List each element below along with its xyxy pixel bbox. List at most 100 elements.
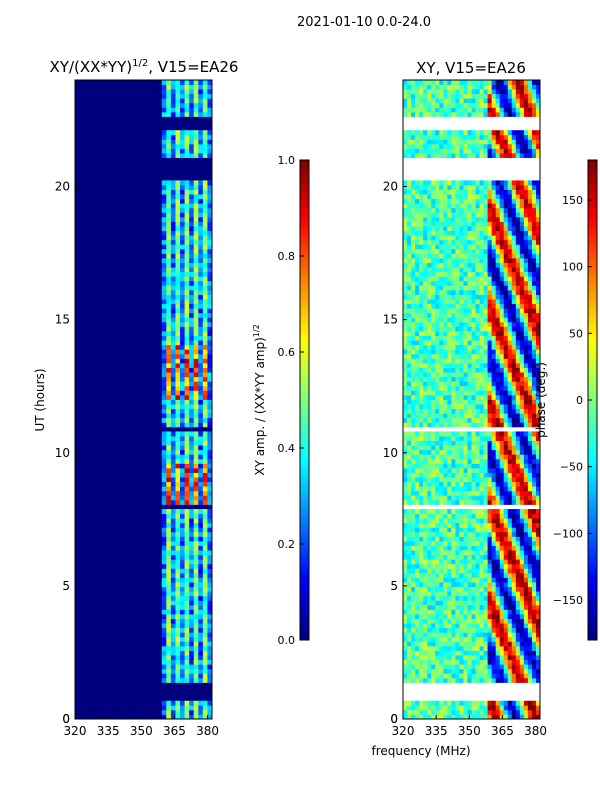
phase-cell [499, 431, 505, 437]
phase-cell [471, 381, 476, 387]
phase-cell [423, 335, 428, 341]
amplitude-cell [180, 714, 185, 720]
phase-cell [483, 331, 489, 336]
phase-cell [483, 554, 489, 560]
phase-cell [535, 285, 541, 291]
amplitude-colorbar-tick-label: 1.0 [278, 154, 296, 167]
phase-cell [503, 513, 509, 519]
phase-cell [487, 490, 493, 496]
phase-cell [515, 614, 521, 619]
phase-cell [419, 294, 424, 300]
amplitude-cell [166, 563, 172, 569]
phase-cell [407, 486, 412, 492]
phase-cell [519, 258, 525, 263]
amplitude-cell [198, 413, 204, 419]
phase-cell [515, 289, 521, 295]
phase-cell [515, 472, 521, 478]
phase-cell [471, 340, 476, 346]
phase-cell [447, 458, 452, 464]
amplitude-cell [193, 321, 199, 327]
phase-cell [527, 239, 533, 245]
phase-cell [495, 226, 501, 232]
phase-cell [483, 344, 489, 350]
phase-cell [495, 390, 501, 396]
amplitude-cell [180, 408, 185, 414]
amplitude-cell [184, 312, 190, 318]
phase-cell [431, 623, 436, 629]
phase-cell [527, 559, 533, 565]
amplitude-cell [166, 627, 172, 633]
phase-cell [403, 358, 408, 364]
phase-cell [415, 399, 420, 405]
amplitude-cell [198, 358, 204, 364]
amplitude-cell [189, 540, 195, 546]
phase-cell [519, 705, 525, 711]
phase-cell [459, 353, 464, 359]
phase-cell [471, 326, 476, 332]
phase-cell [523, 545, 529, 551]
amplitude-cell [198, 367, 204, 373]
phase-cell [427, 390, 432, 396]
phase-cell [403, 709, 408, 715]
phase-cell [403, 216, 408, 222]
amplitude-cell [202, 230, 208, 236]
phase-cell [491, 376, 497, 382]
phase-cell [411, 294, 416, 300]
phase-cell [531, 267, 537, 273]
phase-cell [511, 673, 517, 679]
phase-cell [427, 235, 432, 241]
phase-cell [447, 294, 452, 300]
phase-cell [519, 367, 525, 373]
phase-cell [431, 709, 436, 715]
amplitude-cell [198, 189, 204, 195]
phase-cell [519, 623, 525, 629]
figure-title: 2021-01-10 0.0-24.0 [297, 15, 431, 30]
amplitude-cell [170, 436, 176, 441]
phase-cell [439, 614, 444, 619]
phase-cell [467, 513, 472, 519]
phase-cell [459, 230, 464, 236]
phase-cell [499, 312, 505, 318]
phase-cell [515, 262, 521, 268]
phase-cell [455, 239, 460, 245]
amplitude-cell [175, 518, 181, 524]
phase-cell [451, 627, 456, 633]
amplitude-cell [198, 513, 204, 519]
phase-cell [527, 481, 533, 487]
phase-cell [483, 577, 489, 583]
phase-cell [451, 294, 456, 300]
phase-cell [495, 280, 501, 286]
amplitude-cell [207, 536, 213, 542]
amplitude-cell [175, 102, 181, 108]
amplitude-cell [207, 636, 213, 642]
phase-cell [403, 312, 408, 318]
phase-cell [431, 655, 436, 661]
amplitude-cell [184, 390, 190, 396]
phase-cell [527, 518, 533, 524]
phase-cell [431, 340, 436, 346]
phase-cell [483, 614, 489, 619]
amplitude-cell [198, 399, 204, 405]
phase-cell [479, 235, 484, 241]
phase-cell [483, 499, 489, 505]
phase-cell [407, 582, 412, 588]
phase-cell [447, 554, 452, 560]
amplitude-cell [170, 449, 176, 455]
amplitude-cell [175, 586, 181, 592]
phase-cell [455, 481, 460, 487]
phase-cell [403, 235, 408, 241]
phase-cell [503, 650, 509, 656]
phase-cell [451, 490, 456, 496]
phase-cell [523, 385, 529, 391]
phase-cell [483, 262, 489, 268]
phase-cell [447, 454, 452, 460]
phase-cell [459, 299, 464, 305]
phase-cell [467, 568, 472, 574]
phase-cell [535, 705, 541, 711]
phase-cell [431, 572, 436, 578]
phase-cell [519, 499, 525, 505]
phase-cell [471, 709, 476, 715]
phase-cell [443, 458, 448, 464]
phase-cell [411, 559, 416, 565]
amplitude-cell [161, 111, 167, 117]
